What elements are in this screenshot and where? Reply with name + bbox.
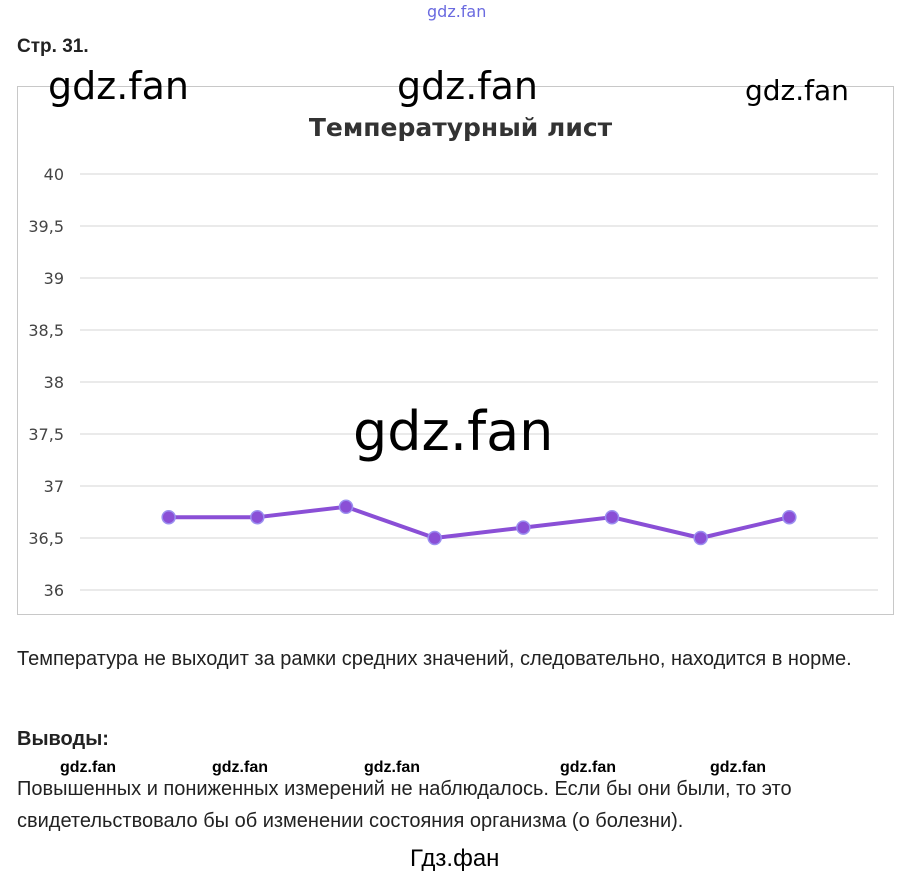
y-tick-label: 38 bbox=[44, 373, 64, 392]
watermark: gdz.fan bbox=[353, 400, 554, 463]
chart-title: Температурный лист bbox=[308, 113, 613, 142]
y-tick-label: 39 bbox=[44, 269, 64, 288]
data-point bbox=[604, 509, 620, 525]
y-tick-label: 38,5 bbox=[28, 321, 64, 340]
series-line bbox=[168, 504, 790, 540]
watermark-small: gdz.fan bbox=[364, 759, 420, 776]
paragraph: Температура не выходит за рамки средних … bbox=[17, 648, 852, 670]
watermark-top: gdz.fan bbox=[427, 2, 487, 21]
watermark: gdz.fan bbox=[745, 74, 849, 107]
data-point bbox=[338, 499, 354, 515]
watermark-small: gdz.fan bbox=[560, 759, 616, 776]
data-point bbox=[250, 509, 265, 525]
data-point bbox=[427, 530, 442, 546]
conclusions-heading: Выводы: bbox=[17, 728, 109, 750]
y-tick-label: 36,5 bbox=[28, 529, 64, 548]
page-label: Стр. 31. bbox=[17, 36, 89, 57]
y-tick-label: 37,5 bbox=[28, 425, 64, 444]
watermark: gdz.fan bbox=[48, 64, 190, 108]
y-tick-label: 37 bbox=[44, 477, 64, 496]
y-tick-label: 36 bbox=[44, 581, 64, 600]
watermark: gdz.fan bbox=[397, 64, 539, 108]
line-chart: 36 36,5 37 37,5 38 38,5 39 39,5 40 bbox=[28, 165, 878, 600]
data-point bbox=[782, 509, 797, 525]
watermark-small: gdz.fan bbox=[60, 759, 116, 776]
footer-watermark: Гдз.фан bbox=[410, 845, 500, 872]
conclusions-text: Повышенных и пониженных измерений не наб… bbox=[17, 778, 792, 832]
data-point bbox=[161, 509, 176, 525]
watermark-small: gdz.fan bbox=[212, 759, 268, 776]
chart-frame bbox=[17, 86, 894, 615]
y-tick-label: 40 bbox=[44, 165, 64, 184]
watermark-small: gdz.fan bbox=[710, 759, 766, 776]
y-tick-label: 39,5 bbox=[28, 217, 64, 236]
data-point bbox=[693, 530, 708, 546]
data-point bbox=[516, 520, 531, 535]
